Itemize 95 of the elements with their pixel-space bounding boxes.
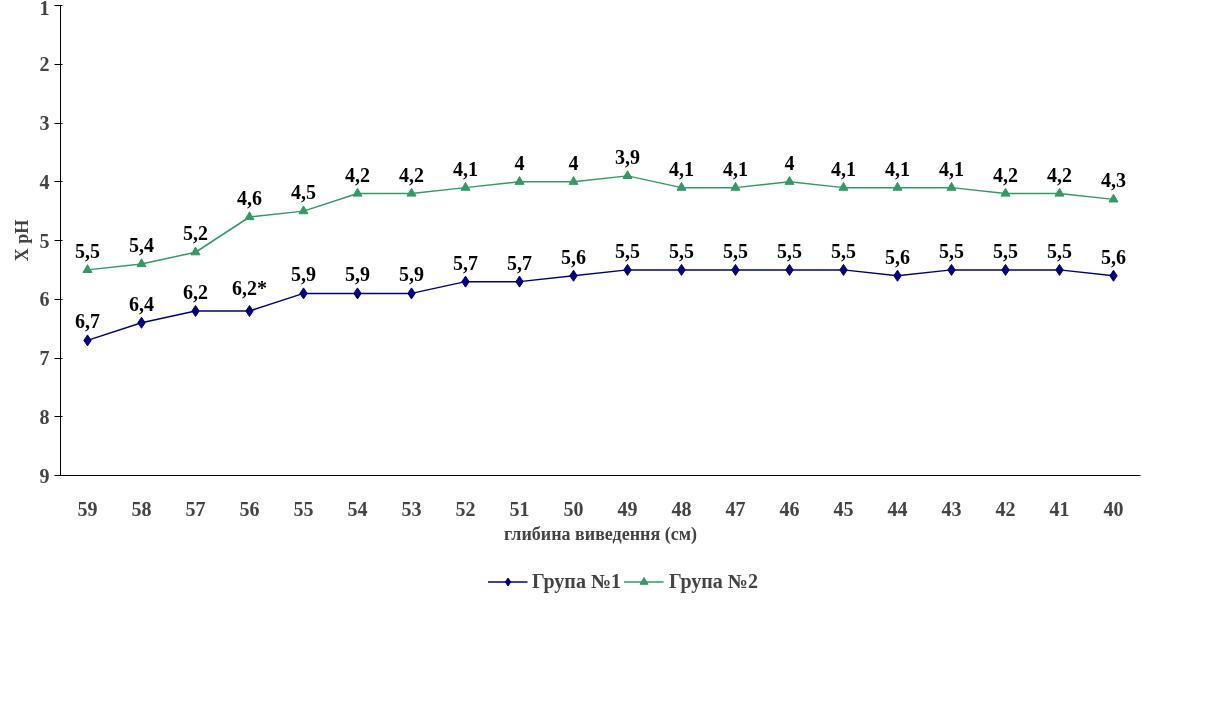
point	[838, 181, 849, 191]
x-tick-label: 46	[779, 497, 800, 520]
legend-label: Група №2	[669, 569, 758, 593]
x-tick-label: 51	[509, 497, 530, 520]
data-label: 4,2	[345, 163, 370, 186]
data-label: 4,3	[1101, 169, 1126, 192]
x-tick-label: 54	[347, 497, 368, 520]
data-label: 5,9	[345, 263, 370, 286]
point	[784, 176, 795, 185]
data-label: 5,6	[561, 245, 586, 268]
point	[946, 181, 957, 191]
x-tick-label: 41	[1049, 497, 1070, 520]
data-label: 5,9	[291, 263, 316, 286]
point	[676, 181, 687, 191]
data-label: 5,5	[615, 239, 640, 262]
x-tick-label: 43	[941, 497, 962, 520]
x-tick-label: 59	[77, 497, 98, 520]
y-tick-label: 7	[39, 347, 50, 369]
point	[730, 181, 741, 191]
x-axis-title: глибина виведення (см)	[504, 523, 697, 545]
legend-label: Група №1	[532, 569, 621, 593]
data-label: 4,5	[291, 181, 316, 204]
data-label: 5,5	[1047, 239, 1072, 262]
y-tick-label: 3	[39, 112, 50, 134]
data-label: 5,5	[939, 239, 964, 262]
x-tick-label: 42	[995, 497, 1016, 520]
data-label: 5,5	[993, 239, 1018, 262]
x-tick-label: 52	[455, 497, 476, 520]
x-tick-label: 47	[725, 497, 746, 520]
data-label: 4,1	[669, 157, 694, 180]
x-tick-label: 40	[1103, 497, 1124, 520]
x-tick-label: 58	[131, 497, 152, 520]
y-tick-label: 8	[39, 405, 50, 428]
point	[1054, 187, 1065, 197]
point	[244, 211, 255, 221]
data-label: 5,6	[885, 245, 910, 268]
data-label: 4	[568, 151, 579, 174]
data-label: 4,2	[399, 163, 424, 186]
point	[568, 176, 579, 185]
data-label: 4,1	[453, 157, 478, 180]
data-label: 5,5	[777, 239, 802, 262]
data-label: 5,5	[723, 239, 748, 262]
y-tick-label: 1	[39, 0, 50, 19]
point	[298, 205, 309, 215]
point	[892, 181, 903, 191]
y-axis-title: X pH	[11, 219, 32, 262]
point	[1000, 187, 1011, 197]
data-label: 4	[514, 151, 525, 174]
data-label: 4,1	[831, 157, 856, 180]
x-tick-label: 48	[671, 497, 692, 520]
x-tick-label: 44	[887, 497, 908, 520]
data-label: 5,2	[183, 222, 208, 245]
point	[245, 305, 254, 317]
point	[82, 264, 93, 273]
data-label: 4,1	[939, 157, 964, 180]
data-label: 5,6	[1101, 245, 1126, 268]
data-label: 4,2	[1047, 163, 1072, 186]
data-label: 4,1	[885, 157, 910, 180]
data-label: 5,9	[399, 263, 424, 286]
x-tick-label: 57	[185, 497, 206, 520]
data-label: 5,5	[75, 239, 100, 262]
x-tick-label: 56	[239, 497, 260, 520]
point	[136, 258, 147, 268]
y-tick-label: 4	[39, 170, 50, 193]
data-label: 3,9	[615, 145, 640, 168]
x-tick-label: 55	[293, 497, 314, 520]
point	[1108, 193, 1119, 203]
data-label: 4,2	[993, 163, 1018, 186]
data-label: 6,2	[183, 281, 208, 303]
data-label: 5,7	[453, 251, 478, 274]
data-label: 5,5	[831, 239, 856, 262]
y-tick-label: 9	[39, 464, 50, 487]
data-label: 4,6	[237, 187, 262, 209]
x-tick-label: 50	[563, 497, 584, 520]
data-label: 5,7	[507, 251, 532, 274]
point	[191, 305, 200, 317]
point	[352, 187, 363, 197]
data-label: 6,2*	[232, 277, 267, 299]
point	[514, 176, 525, 185]
data-label: 6,4	[129, 292, 154, 315]
data-label: 6,7	[75, 310, 100, 333]
y-tick-label: 5	[39, 229, 50, 252]
point	[190, 246, 201, 256]
y-tick-label: 2	[39, 53, 50, 76]
data-label: 5,4	[129, 234, 154, 256]
point	[622, 170, 633, 179]
x-tick-label: 45	[833, 497, 854, 520]
data-label: 5,5	[669, 239, 694, 262]
y-tick-label: 6	[39, 288, 50, 311]
point	[460, 181, 471, 191]
x-tick-label: 53	[401, 497, 422, 520]
data-label: 4	[784, 151, 795, 174]
data-label: 4,1	[723, 157, 748, 180]
x-tick-label: 49	[617, 497, 638, 520]
point	[406, 187, 417, 197]
